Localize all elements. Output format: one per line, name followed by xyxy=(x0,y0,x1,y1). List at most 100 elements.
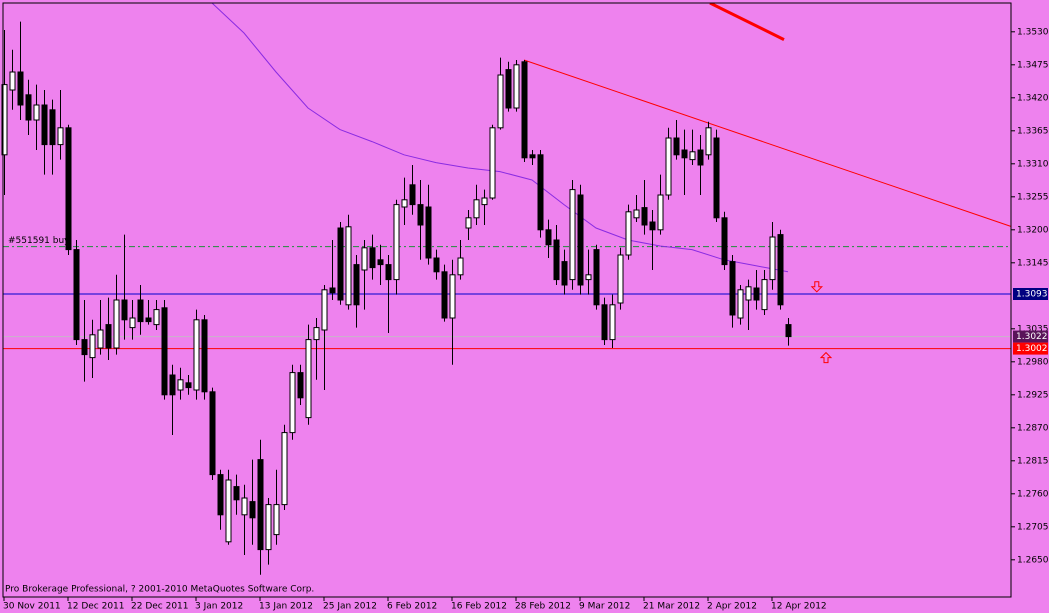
y-tick-label: 1.2815 xyxy=(1017,456,1049,466)
candle-body xyxy=(209,391,216,476)
price-tag-label: 1.3022 xyxy=(1016,332,1048,342)
plot-frame xyxy=(2,2,1012,598)
trendline xyxy=(523,59,1011,227)
x-tick-label: 6 Feb 2012 xyxy=(387,602,437,612)
candle-body xyxy=(385,264,392,281)
y-tick-label: 1.2870 xyxy=(1017,423,1049,433)
candle-body xyxy=(305,339,312,419)
y-tick-label: 1.2980 xyxy=(1017,357,1049,367)
candle-body xyxy=(505,69,512,109)
y-tick-label: 1.3200 xyxy=(1017,225,1049,235)
candle-body xyxy=(433,257,440,273)
candle-body xyxy=(401,199,408,208)
candle-body xyxy=(681,149,688,159)
arrow xyxy=(810,281,824,293)
x-tick-label: 28 Feb 2012 xyxy=(515,602,571,612)
candle-body xyxy=(353,264,360,306)
candle-body xyxy=(441,271,448,319)
candle-body xyxy=(689,151,696,161)
candle-body xyxy=(329,287,336,294)
candle-body xyxy=(177,379,184,391)
candle-body xyxy=(97,329,104,349)
x-tick-label: 21 Mar 2012 xyxy=(643,602,700,612)
candle-body xyxy=(753,287,760,301)
candle-body xyxy=(777,234,784,306)
candle-body xyxy=(473,199,480,219)
y-tick-label: 1.3035 xyxy=(1017,324,1049,334)
y-tick-label: 1.3475 xyxy=(1017,60,1049,70)
candle-body xyxy=(225,479,232,543)
y-tick-label: 1.3255 xyxy=(1017,192,1049,202)
y-tick-label: 1.2705 xyxy=(1017,522,1049,532)
candle-body xyxy=(489,127,496,199)
candle-body xyxy=(537,154,544,231)
candle-body xyxy=(169,374,176,396)
candle-body xyxy=(345,226,352,306)
candle-body xyxy=(185,382,192,389)
candle-body xyxy=(393,204,400,281)
candle-body xyxy=(201,319,208,393)
x-tick-label: 12 Dec 2011 xyxy=(67,602,125,612)
candle-body xyxy=(649,221,656,231)
candle-body xyxy=(289,372,296,434)
candle-body xyxy=(337,227,344,301)
candle-body xyxy=(521,61,528,159)
y-tick-label: 1.2925 xyxy=(1017,390,1049,400)
candle-body xyxy=(297,372,304,399)
x-tick-label: 22 Dec 2011 xyxy=(131,602,189,612)
candle-body xyxy=(529,154,536,159)
candle-body xyxy=(769,236,776,281)
candle-body xyxy=(417,204,424,226)
candle-body xyxy=(233,486,240,501)
candle-body xyxy=(633,209,640,219)
candle-body xyxy=(145,317,152,323)
candle-body xyxy=(569,189,576,281)
candle-body xyxy=(449,274,456,319)
x-tick-label: 30 Nov 2011 xyxy=(3,602,61,612)
candle-body xyxy=(129,317,136,329)
candle-body xyxy=(377,259,384,266)
candle-body xyxy=(1,84,8,156)
candle-body xyxy=(673,137,680,156)
candle-body xyxy=(9,71,16,91)
candle-body xyxy=(153,309,160,326)
x-tick-label: 3 Jan 2012 xyxy=(195,602,243,612)
candle-body xyxy=(513,64,520,109)
candle-body xyxy=(737,289,744,319)
y-tick-label: 1.3145 xyxy=(1017,258,1049,268)
y-tick-label: 1.2650 xyxy=(1017,555,1049,565)
candle-body xyxy=(273,504,280,536)
trendline xyxy=(709,3,785,41)
candle-body xyxy=(465,217,472,229)
x-tick-label: 2 Apr 2012 xyxy=(707,602,757,612)
candle-body xyxy=(361,247,368,271)
candle-body xyxy=(17,71,24,106)
candle-body xyxy=(425,206,432,259)
candle-body xyxy=(577,194,584,286)
candle-body xyxy=(625,211,632,256)
candle-body xyxy=(665,137,672,196)
candle-body xyxy=(481,197,488,206)
candle-body xyxy=(761,279,768,311)
price-tag-label: 1.3002 xyxy=(1016,344,1048,354)
candle-body xyxy=(601,304,608,341)
candle-body xyxy=(33,104,40,121)
candle-body xyxy=(161,307,168,396)
x-tick-label: 13 Jan 2012 xyxy=(259,602,313,612)
candle-body xyxy=(249,501,256,519)
candle-body xyxy=(137,299,144,323)
candle-body xyxy=(193,319,200,391)
candle-body xyxy=(257,459,264,551)
candle-body xyxy=(721,217,728,266)
candle-body xyxy=(57,127,64,146)
price-tag xyxy=(1013,342,1048,355)
candle-body xyxy=(217,474,224,516)
candle-body xyxy=(73,249,80,341)
candle-body xyxy=(281,432,288,506)
x-tick-label: 12 Apr 2012 xyxy=(771,602,827,612)
x-tick-label: 25 Jan 2012 xyxy=(323,602,377,612)
copyright: Pro Brokerage Professional, ? 2001-2010 … xyxy=(5,585,314,595)
candle-body xyxy=(713,137,720,219)
candle-body xyxy=(65,127,72,251)
